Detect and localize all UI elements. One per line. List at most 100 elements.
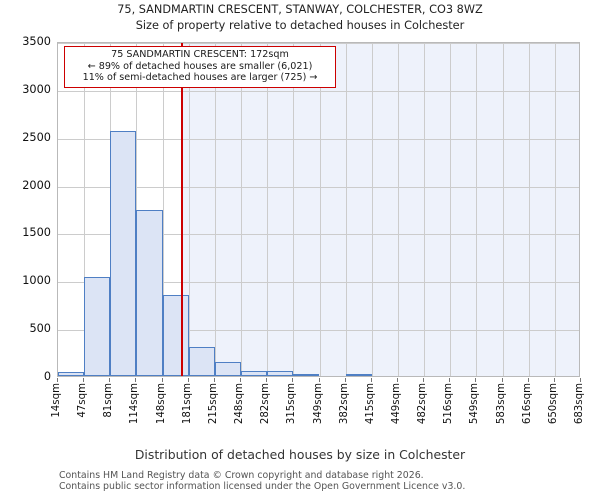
y-tick-label: 3000 xyxy=(22,82,51,96)
x-tick-mark xyxy=(553,378,555,382)
gridline-x xyxy=(267,43,269,376)
x-tick-mark xyxy=(135,378,137,382)
histogram-bar xyxy=(58,372,85,376)
histogram-bar xyxy=(214,362,242,376)
gridline-x xyxy=(502,43,504,376)
x-tick-label: 81sqm xyxy=(103,383,115,418)
page-title: 75, SANDMARTIN CRESCENT, STANWAY, COLCHE… xyxy=(117,3,483,16)
gridline-y xyxy=(58,186,579,188)
y-tick-label: 2000 xyxy=(22,178,51,192)
gridline-y xyxy=(58,43,579,44)
histogram-bar xyxy=(293,373,320,376)
gridline-y xyxy=(58,282,579,284)
gridline-x xyxy=(424,43,426,376)
page-subtitle: Size of property relative to detached ho… xyxy=(135,19,465,32)
y-tick-label: 1000 xyxy=(22,274,51,288)
y-tick-label: 0 xyxy=(43,370,51,383)
x-tick-label: 148sqm xyxy=(155,383,167,425)
histogram-bar xyxy=(136,210,163,376)
gridline-x xyxy=(528,43,530,376)
gridline-x xyxy=(162,43,164,376)
x-tick-label: 482sqm xyxy=(417,383,429,425)
x-tick-mark xyxy=(423,378,425,382)
histogram-bar xyxy=(110,130,137,376)
gridline-y xyxy=(58,234,579,236)
x-tick-mark xyxy=(344,378,346,382)
gridline-x xyxy=(554,43,556,376)
y-tick-label: 2500 xyxy=(22,130,51,144)
property-size-marker-line xyxy=(180,43,183,376)
annotation-property-line: 75 SANDMARTIN CRESCENT: 172sqm xyxy=(111,49,289,60)
footer-line-1: Contains HM Land Registry data © Crown c… xyxy=(59,470,424,481)
x-tick-label: 282sqm xyxy=(260,383,272,425)
above-marker-highlight-band xyxy=(181,43,579,376)
gridline-x xyxy=(397,43,399,376)
gridline-x xyxy=(136,43,138,376)
x-tick-label: 683sqm xyxy=(574,383,585,425)
y-tick-label: 1500 xyxy=(22,226,51,240)
attribution-footer: Contains HM Land Registry data © Crown c… xyxy=(59,470,599,493)
x-tick-label: 315sqm xyxy=(286,383,298,425)
plot-area xyxy=(57,42,580,377)
gridline-x xyxy=(214,43,216,376)
x-tick-mark xyxy=(57,378,58,382)
x-tick-label: 181sqm xyxy=(181,383,193,425)
histogram-bar xyxy=(84,277,111,376)
x-tick-label: 616sqm xyxy=(521,383,533,425)
x-tick-label: 114sqm xyxy=(129,383,141,425)
x-tick-label: 215sqm xyxy=(207,383,219,425)
x-tick-label: 14sqm xyxy=(51,383,62,418)
gridline-x xyxy=(450,43,452,376)
gridline-x xyxy=(371,43,373,376)
x-tick-mark xyxy=(501,378,503,382)
x-tick-label: 415sqm xyxy=(364,383,376,425)
x-tick-mark xyxy=(109,378,111,382)
x-tick-label: 449sqm xyxy=(390,383,402,425)
x-tick-mark xyxy=(240,378,242,382)
x-tick-label: 650sqm xyxy=(547,383,559,425)
y-tick-label: 3500 xyxy=(22,35,51,48)
gridline-y xyxy=(58,90,579,92)
x-tick-mark xyxy=(83,378,85,382)
gridline-x xyxy=(84,43,86,376)
x-tick-mark xyxy=(370,378,372,382)
x-axis-label: Distribution of detached houses by size … xyxy=(134,447,466,462)
histogram-bar xyxy=(345,374,372,376)
horizontal-gridlines xyxy=(58,43,579,376)
x-tick-label: 248sqm xyxy=(234,383,246,425)
x-tick-label: 382sqm xyxy=(338,383,350,425)
gridline-x xyxy=(476,43,478,376)
gridline-x xyxy=(319,43,321,376)
x-tick-mark xyxy=(292,378,294,382)
histogram-bar xyxy=(188,347,215,376)
annotation-smaller-line: ← 89% of detached houses are smaller (6,… xyxy=(87,60,313,72)
gridline-y xyxy=(58,138,579,140)
x-tick-mark xyxy=(213,378,215,382)
x-tick-label: 516sqm xyxy=(443,383,455,425)
x-tick-mark xyxy=(396,378,398,382)
x-tick-mark xyxy=(161,378,163,382)
x-tick-mark xyxy=(527,378,529,382)
gridline-x xyxy=(241,43,243,376)
histogram-bars xyxy=(58,43,579,376)
x-tick-mark xyxy=(449,378,451,382)
x-tick-mark xyxy=(475,378,477,382)
histogram-bar xyxy=(267,371,294,376)
x-tick-label: 47sqm xyxy=(77,383,89,418)
x-tick-label: 349sqm xyxy=(312,383,324,425)
x-tick-mark xyxy=(318,378,320,382)
x-tick-label: 549sqm xyxy=(469,383,481,425)
annotation-box: 75 SANDMARTIN CRESCENT: 172sqm ← 89% of … xyxy=(64,46,336,88)
gridline-x xyxy=(345,43,347,376)
x-tick-mark xyxy=(266,378,268,382)
gridline-y xyxy=(58,330,579,332)
footer-line-2: Contains public sector information licen… xyxy=(59,481,466,493)
histogram-bar xyxy=(241,370,268,376)
histogram-bar xyxy=(162,295,189,376)
x-tick-mark xyxy=(580,378,581,382)
y-tick-label: 500 xyxy=(29,322,51,336)
gridline-x xyxy=(293,43,295,376)
